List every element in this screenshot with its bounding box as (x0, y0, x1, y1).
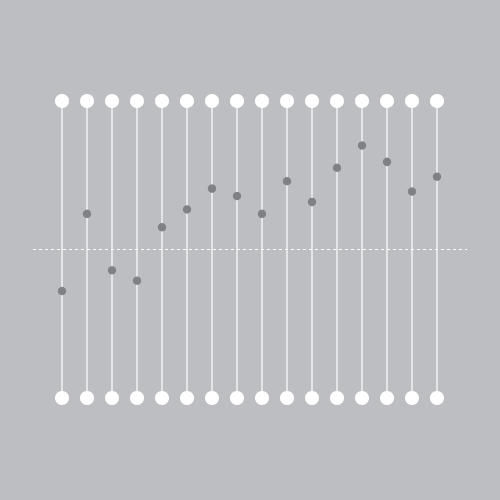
track-end-top (280, 94, 294, 108)
track-end-top (430, 94, 444, 108)
track-end-bottom (280, 391, 294, 405)
track-end-top (355, 94, 369, 108)
track-end-bottom (130, 391, 144, 405)
data-point (407, 187, 417, 196)
data-point (82, 209, 92, 219)
track-end-bottom (355, 391, 369, 405)
data-point (357, 141, 367, 150)
track-end-bottom (255, 391, 269, 405)
data-point (257, 209, 267, 219)
track-end-bottom (405, 391, 419, 405)
track-end-bottom (380, 391, 394, 405)
track-end-top (130, 94, 144, 108)
track-end-bottom (305, 391, 319, 405)
track-end-top (380, 94, 394, 108)
track-end-top (155, 94, 169, 108)
track-end-bottom (155, 391, 169, 405)
track-end-bottom (180, 391, 194, 405)
data-point (232, 191, 242, 201)
data-point (382, 157, 392, 167)
data-point (332, 163, 342, 173)
track-end-top (330, 94, 344, 108)
data-point (307, 197, 317, 207)
track-end-bottom (205, 391, 219, 405)
track-end-top (55, 94, 69, 108)
track-end-top (180, 94, 194, 108)
track-end-top (255, 94, 269, 108)
track-end-top (80, 94, 94, 108)
track-end-bottom (55, 391, 69, 405)
data-point (282, 176, 292, 186)
data-point (182, 205, 192, 214)
data-point (157, 223, 167, 232)
data-point (57, 286, 67, 296)
track-end-top (105, 94, 119, 108)
track-end-top (230, 94, 244, 108)
track-end-top (405, 94, 419, 108)
data-point (107, 266, 117, 275)
track-end-bottom (80, 391, 94, 405)
track-end-bottom (105, 391, 119, 405)
data-point (132, 276, 142, 285)
track-end-bottom (330, 391, 344, 405)
track-end-bottom (430, 391, 444, 405)
track-end-bottom (230, 391, 244, 405)
data-point (207, 184, 217, 193)
track-end-top (305, 94, 319, 108)
track-end-top (205, 94, 219, 108)
data-point (432, 172, 442, 181)
